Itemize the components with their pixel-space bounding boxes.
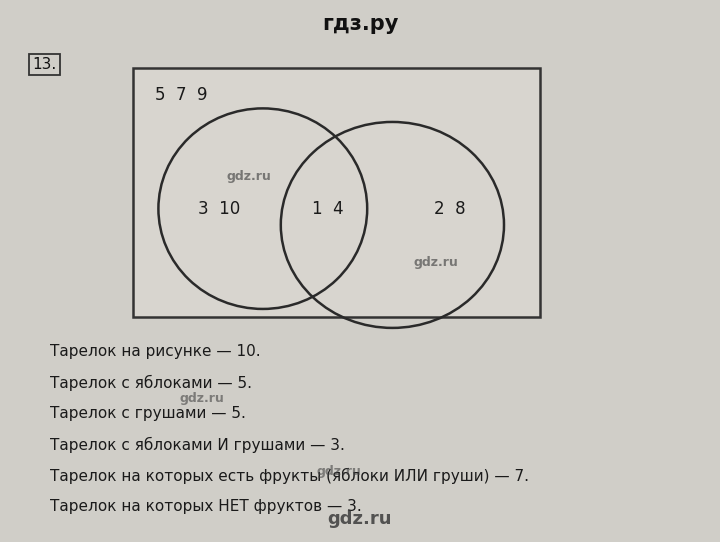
Text: gdz.ru: gdz.ru: [413, 256, 458, 269]
Text: Тарелок на которых НЕТ фруктов — 3.: Тарелок на которых НЕТ фруктов — 3.: [50, 499, 362, 514]
Text: Тарелок на которых есть фрукты (яблоки ИЛИ груши) — 7.: Тарелок на которых есть фрукты (яблоки И…: [50, 468, 529, 484]
Text: gdz.ru: gdz.ru: [316, 465, 361, 478]
Text: Тарелок с яблоками И грушами — 3.: Тарелок с яблоками И грушами — 3.: [50, 437, 346, 453]
Text: Тарелок на рисунке — 10.: Тарелок на рисунке — 10.: [50, 344, 261, 359]
Text: Тарелок с яблоками — 5.: Тарелок с яблоками — 5.: [50, 375, 253, 391]
Text: 3  10: 3 10: [199, 199, 240, 218]
Text: Тарелок с грушами — 5.: Тарелок с грушами — 5.: [50, 406, 246, 421]
Text: 13.: 13.: [32, 57, 57, 72]
Bar: [133, 68, 540, 317]
Text: gdz.ru: gdz.ru: [226, 170, 271, 183]
Text: 2  8: 2 8: [434, 199, 466, 218]
Text: 1  4: 1 4: [312, 199, 343, 218]
Text: gdz.ru: gdz.ru: [328, 511, 392, 528]
Text: гдз.py: гдз.py: [322, 14, 398, 34]
Text: gdz.ru: gdz.ru: [179, 392, 224, 405]
Text: 5  7  9: 5 7 9: [155, 86, 207, 104]
